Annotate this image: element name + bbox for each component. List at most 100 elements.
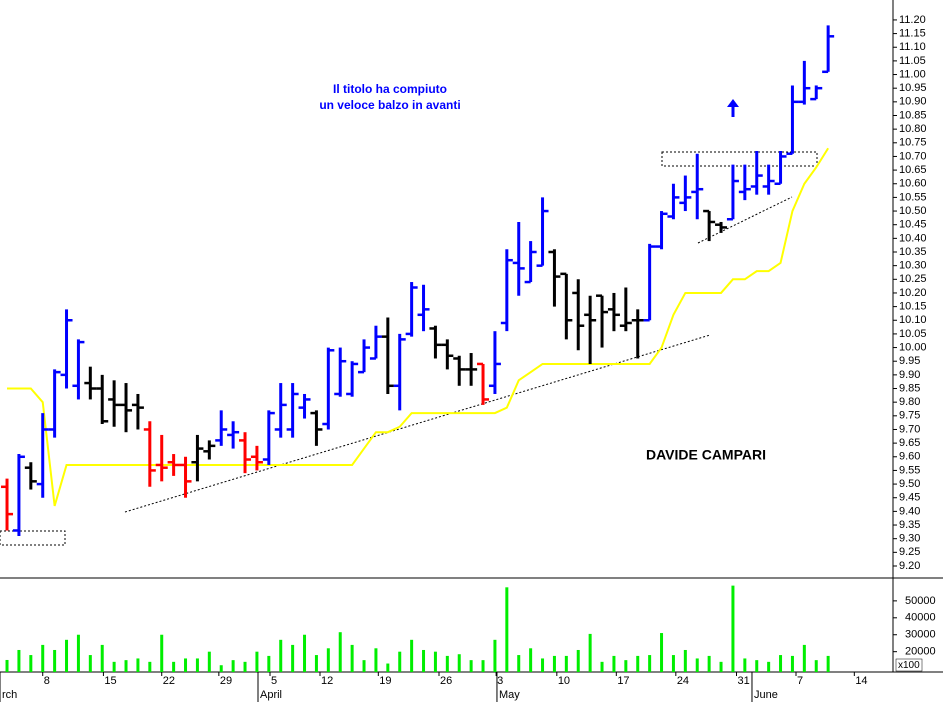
y-tick-label: 10.80 <box>899 123 927 135</box>
volume-bar <box>243 661 247 672</box>
volume-bar <box>707 655 711 672</box>
volume-bar <box>195 658 199 672</box>
y-tick-label: 9.55 <box>899 464 920 476</box>
note: un veloce balzo in avanti <box>319 98 460 112</box>
volume-bar <box>291 644 295 672</box>
volume-bar <box>5 659 9 672</box>
volume-bar <box>648 655 652 672</box>
y-tick-label: 9.20 <box>899 560 920 572</box>
volume-bar <box>802 644 806 672</box>
volume-bar <box>160 634 164 672</box>
volume-bar <box>564 655 568 672</box>
volume-bar <box>790 655 794 672</box>
volume-bar <box>100 644 104 672</box>
x-tick-label: 19 <box>379 675 391 687</box>
volume-bar <box>529 648 533 672</box>
x-tick-label: 22 <box>163 675 175 687</box>
y-tick-label: 10.15 <box>899 301 927 313</box>
y-tick-label: 11.10 <box>899 41 926 53</box>
y-tick-label: 9.65 <box>899 437 920 449</box>
volume-bar <box>41 644 45 672</box>
note: Il titolo ha compiuto <box>333 82 447 96</box>
volume-bar <box>767 661 771 672</box>
volume-bar <box>374 648 378 672</box>
volume-bar <box>624 660 628 672</box>
y-tick-label: 10.70 <box>899 150 927 162</box>
volume-bar <box>207 651 211 672</box>
volume-bar <box>255 651 259 672</box>
y-tick-label: 10.00 <box>899 341 927 353</box>
volume-bar <box>457 654 461 672</box>
x-tick-label: 3 <box>497 675 503 687</box>
volume-bar <box>65 639 69 672</box>
volume-bar <box>433 651 437 672</box>
volume-bar <box>814 660 818 672</box>
volume-bar <box>505 587 509 672</box>
stop-line <box>7 147 829 507</box>
volume-bar <box>362 660 366 672</box>
volume-bar <box>743 658 747 672</box>
volume-bar <box>660 633 664 672</box>
volume-bar <box>493 639 497 672</box>
volume-bar <box>517 655 521 672</box>
volume-bar <box>612 655 616 672</box>
y-tick-label: 9.60 <box>899 451 920 463</box>
volume-bar <box>53 649 57 672</box>
y2-tick-label: 40000 <box>905 612 936 624</box>
volume-bar <box>338 632 342 672</box>
month-label: June <box>754 689 778 701</box>
volume-bar <box>29 655 33 672</box>
y-tick-label: 10.05 <box>899 328 927 340</box>
y-tick-label: 10.30 <box>899 260 927 272</box>
volume-bar <box>576 649 580 672</box>
trend-line <box>697 196 793 244</box>
y-tick-label: 11.00 <box>899 68 926 80</box>
range-box <box>0 530 66 546</box>
volume-bar <box>541 658 545 672</box>
volume-bar <box>17 649 21 672</box>
y2-tick-label: 30000 <box>905 629 936 641</box>
y-tick-label: 10.35 <box>899 246 927 258</box>
volume-bar <box>350 644 354 672</box>
y-tick-label: 10.10 <box>899 314 927 326</box>
y-tick-label: 9.35 <box>899 519 920 531</box>
y-tick-label: 9.25 <box>899 546 920 558</box>
volume-bar <box>76 634 80 672</box>
volume-bar <box>695 658 699 672</box>
volume-bar <box>445 655 449 672</box>
y2-tick-label: 50000 <box>905 595 936 607</box>
y-tick-label: 10.60 <box>899 178 927 190</box>
volume-bar <box>184 658 188 672</box>
volume-bar <box>386 663 390 672</box>
y2-tick-label: 20000 <box>905 646 936 658</box>
volume-bar <box>552 655 556 672</box>
y-tick-label: 10.75 <box>899 137 927 149</box>
y-tick-label: 9.90 <box>899 369 920 381</box>
volume-bar <box>326 648 330 672</box>
volume-bar <box>398 651 402 672</box>
month-label: rch <box>2 689 17 701</box>
y-tick-label: 9.50 <box>899 478 920 490</box>
y-tick-label: 11.05 <box>899 55 926 67</box>
volume-bar <box>148 661 152 672</box>
volume-bar <box>172 661 176 672</box>
x-tick-label: 29 <box>220 675 232 687</box>
x-tick-label: 14 <box>855 675 867 687</box>
y-tick-label: 10.25 <box>899 273 927 285</box>
y-tick-label: 9.30 <box>899 533 920 545</box>
x-tick-label: 10 <box>558 675 570 687</box>
y-tick-label: 10.20 <box>899 287 927 299</box>
volume-bar <box>112 661 116 672</box>
y-tick-label: 10.90 <box>899 96 927 108</box>
y-tick-label: 10.95 <box>899 82 927 94</box>
y-tick-label: 9.45 <box>899 492 920 504</box>
volume-bar <box>231 660 235 672</box>
volume-bar <box>779 655 783 672</box>
volume-bar <box>267 655 271 672</box>
volume-bar <box>826 655 830 672</box>
x-tick-label: 7 <box>797 675 803 687</box>
volume-bar <box>600 661 604 672</box>
